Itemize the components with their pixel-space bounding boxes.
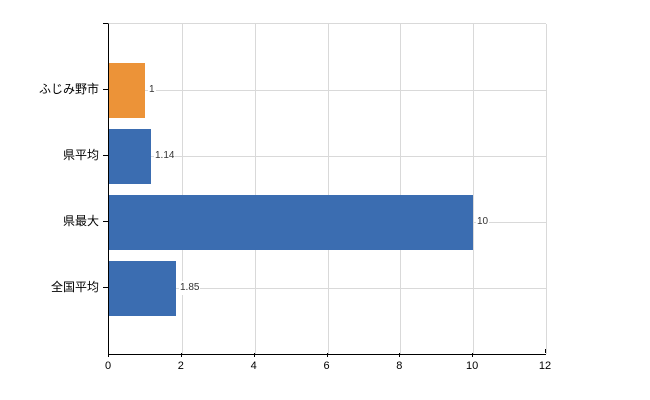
- x-tick-mark: [472, 353, 474, 357]
- bar: [109, 261, 176, 316]
- x-gridline: [181, 24, 183, 354]
- y-tick-mark: [103, 155, 108, 156]
- x-tick-mark: [399, 353, 401, 357]
- y-axis-top-cap: [103, 23, 108, 24]
- category-gridline: [109, 288, 546, 289]
- x-tick-mark: [326, 353, 328, 357]
- x-axis-end-cap: [545, 349, 546, 353]
- category-label: 全国平均: [50, 280, 99, 294]
- y-tick-mark: [103, 221, 108, 222]
- x-gridline: [546, 24, 547, 354]
- x-tick-label: 10: [466, 360, 479, 372]
- bar-value-label: 1.85: [179, 281, 201, 295]
- x-tick-mark: [253, 353, 255, 357]
- x-tick-label: 0: [104, 360, 112, 372]
- plot-area: 1 1.14 10 1.85: [108, 23, 547, 355]
- category-gridline: [109, 156, 546, 157]
- x-tick-label: 2: [177, 360, 184, 372]
- x-tick-label: 4: [250, 360, 257, 372]
- bar: [109, 63, 145, 118]
- y-axis-bottom-extension: [108, 353, 109, 357]
- x-tick-mark: [180, 353, 182, 357]
- x-tick-label: 6: [323, 360, 330, 372]
- x-tick-label: 8: [396, 360, 403, 372]
- bar-value-label: 1.14: [154, 149, 176, 163]
- x-gridline: [400, 24, 402, 354]
- bar: [109, 129, 151, 184]
- y-tick-mark: [103, 287, 108, 288]
- x-gridline: [327, 24, 329, 354]
- bar-value-label: 10: [476, 215, 490, 229]
- x-gridline: [473, 24, 475, 354]
- bar-value-label: 1: [148, 83, 156, 97]
- category-gridline: [109, 90, 546, 91]
- bar: [109, 195, 473, 250]
- y-tick-mark: [103, 89, 108, 90]
- category-label: 県最大: [62, 214, 99, 228]
- x-tick-label: 12: [538, 360, 552, 372]
- x-gridline: [254, 24, 256, 354]
- category-label: 県平均: [62, 148, 99, 162]
- category-label: ふじみ野市: [38, 82, 99, 96]
